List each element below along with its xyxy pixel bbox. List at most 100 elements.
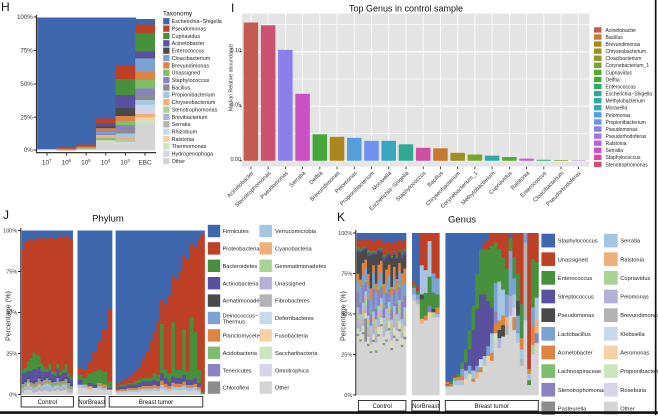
svg-text:75%: 75%: [6, 270, 17, 276]
svg-text:Pelomonas: Pelomonas: [606, 113, 632, 119]
svg-text:Bacillus: Bacillus: [172, 85, 191, 91]
svg-text:0%: 0%: [344, 393, 352, 399]
svg-text:Control: Control: [372, 404, 391, 410]
svg-text:Tenericutes: Tenericutes: [223, 368, 252, 374]
svg-text:Ralstonia: Ralstonia: [620, 257, 645, 263]
svg-text:Enterococcus: Enterococcus: [172, 49, 205, 55]
svg-text:Acinetobacter: Acinetobacter: [172, 41, 205, 47]
svg-text:Pseudomonas: Pseudomonas: [558, 313, 595, 319]
svg-text:Methylobacterium: Methylobacterium: [606, 99, 645, 105]
svg-text:Ralstonia: Ralstonia: [606, 141, 627, 147]
svg-text:3: 3: [127, 158, 130, 163]
svg-text:Saccharibacteria: Saccharibacteria: [275, 351, 318, 357]
svg-text:Fibrobacteres: Fibrobacteres: [275, 299, 310, 305]
svg-text:Brevundimonas: Brevundimonas: [620, 313, 658, 319]
svg-text:Thermomonas: Thermomonas: [172, 144, 207, 150]
svg-text:Chryseobacterium: Chryseobacterium: [172, 100, 216, 106]
svg-text:Bacteroidetes: Bacteroidetes: [223, 264, 258, 270]
svg-text:Lactobacillus: Lactobacillus: [558, 332, 591, 338]
svg-text:Stenotrophomonas: Stenotrophomonas: [606, 162, 649, 168]
svg-text:0%: 0%: [9, 393, 17, 399]
svg-text:Pelomonas: Pelomonas: [620, 295, 649, 301]
svg-text:Serratia: Serratia: [172, 122, 191, 128]
svg-text:Brevundimonas: Brevundimonas: [172, 63, 210, 69]
svg-text:Cupriavidus: Cupriavidus: [172, 34, 201, 40]
svg-text:H: H: [1, 0, 10, 14]
svg-text:Pseudorhodoferax: Pseudorhodoferax: [606, 134, 647, 140]
svg-text:Chloroflexi: Chloroflexi: [223, 386, 250, 392]
svg-text:50%: 50%: [6, 311, 17, 317]
svg-text:Pseudomonas: Pseudomonas: [172, 26, 207, 32]
svg-text:Moraxella: Moraxella: [606, 106, 628, 112]
svg-text:Ralstonia: Ralstonia: [172, 137, 194, 143]
svg-text:Enterococcus: Enterococcus: [558, 276, 593, 282]
svg-text:100%: 100%: [338, 231, 352, 237]
svg-text:Control: Control: [38, 400, 57, 406]
svg-text:Proteobacteria: Proteobacteria: [223, 247, 261, 253]
svg-text:Escherichia−Shigella: Escherichia−Shigella: [172, 19, 222, 25]
svg-text:75%: 75%: [20, 48, 33, 55]
svg-text:Phylum: Phylum: [92, 214, 124, 225]
svg-text:Acinetobacter: Acinetobacter: [606, 28, 637, 34]
svg-text:Taxonomy: Taxonomy: [163, 11, 193, 18]
svg-text:Fusobacteria: Fusobacteria: [275, 334, 309, 340]
svg-text:Stenotrophomonas: Stenotrophomonas: [172, 107, 218, 113]
svg-text:Serratia: Serratia: [606, 148, 624, 154]
svg-text:Cloacibacterium: Cloacibacterium: [606, 56, 642, 62]
svg-text:4: 4: [108, 158, 111, 163]
svg-text:Hydrogenophaga: Hydrogenophaga: [172, 152, 213, 158]
svg-text:Roseburia: Roseburia: [620, 388, 647, 394]
svg-text:Thermus: Thermus: [223, 320, 246, 326]
svg-text:Genus: Genus: [448, 215, 476, 226]
svg-text:Aeromonas: Aeromonas: [620, 351, 649, 357]
svg-text:Omnitrophica: Omnitrophica: [275, 368, 310, 374]
svg-text:Lachnospiraceae: Lachnospiraceae: [558, 369, 601, 375]
svg-text:50%: 50%: [341, 312, 352, 318]
svg-text:Enterococcus: Enterococcus: [606, 84, 637, 90]
svg-text:Unassigned: Unassigned: [172, 71, 200, 77]
svg-text:6: 6: [69, 158, 72, 163]
svg-text:Deferribacteres: Deferribacteres: [275, 316, 314, 322]
svg-text:Brevundimonas: Brevundimonas: [606, 42, 641, 48]
svg-text:J: J: [3, 208, 9, 222]
svg-text:Acinetobacter: Acinetobacter: [558, 351, 593, 357]
svg-text:Chryseobacterium: Chryseobacterium: [606, 49, 647, 55]
svg-text:Stenotrophomonas: Stenotrophomonas: [558, 388, 606, 394]
svg-text:Unassigned: Unassigned: [558, 257, 588, 263]
svg-text:Unassigned: Unassigned: [275, 281, 305, 287]
svg-text:Firmicutes: Firmicutes: [223, 229, 249, 235]
svg-text:0%: 0%: [24, 147, 33, 154]
svg-text:Verrucomicrobia: Verrucomicrobia: [275, 229, 317, 235]
svg-text:Streptococcus: Streptococcus: [558, 295, 594, 301]
svg-text:Staphylococcus: Staphylococcus: [172, 78, 210, 84]
svg-text:Pseudomonas: Pseudomonas: [606, 127, 638, 133]
svg-text:Klebsiella: Klebsiella: [620, 332, 645, 338]
svg-text:Brevibacterium: Brevibacterium: [172, 115, 208, 121]
svg-text:Propionibacterium: Propionibacterium: [172, 93, 216, 99]
svg-text:Gemmatimonadetes: Gemmatimonadetes: [275, 264, 326, 270]
svg-text:Planctomycetes: Planctomycetes: [223, 334, 263, 340]
svg-text:Actinobacteria: Actinobacteria: [223, 281, 260, 287]
svg-text:I: I: [231, 1, 234, 15]
svg-text:Acidobacteria: Acidobacteria: [223, 351, 258, 357]
svg-text:Bacillus: Bacillus: [606, 35, 624, 41]
svg-text:100%: 100%: [17, 14, 33, 21]
svg-text:Cupriavidus: Cupriavidus: [620, 276, 650, 282]
svg-text:0.10: 0.10: [230, 48, 241, 54]
svg-text:Deinococcus−: Deinococcus−: [223, 313, 260, 319]
svg-text:Staphylococcus: Staphylococcus: [606, 155, 642, 161]
svg-text:Staphylococcus: Staphylococcus: [558, 239, 598, 245]
svg-text:25%: 25%: [20, 114, 33, 121]
svg-text:NorBreast: NorBreast: [78, 400, 105, 406]
svg-text:Corynebacterium_1: Corynebacterium_1: [606, 63, 650, 69]
svg-text:Breast tumor: Breast tumor: [139, 400, 173, 406]
svg-text:NorBreast: NorBreast: [412, 404, 439, 410]
svg-text:EBC: EBC: [138, 160, 152, 167]
svg-text:Escherichia−Shigella: Escherichia−Shigella: [606, 92, 653, 98]
svg-text:Other: Other: [172, 159, 186, 165]
svg-text:5: 5: [88, 158, 91, 163]
svg-text:7: 7: [49, 158, 52, 163]
svg-text:Rhizobium: Rhizobium: [172, 130, 198, 136]
svg-text:K: K: [337, 210, 345, 224]
svg-text:Breast tumor: Breast tumor: [475, 404, 509, 410]
